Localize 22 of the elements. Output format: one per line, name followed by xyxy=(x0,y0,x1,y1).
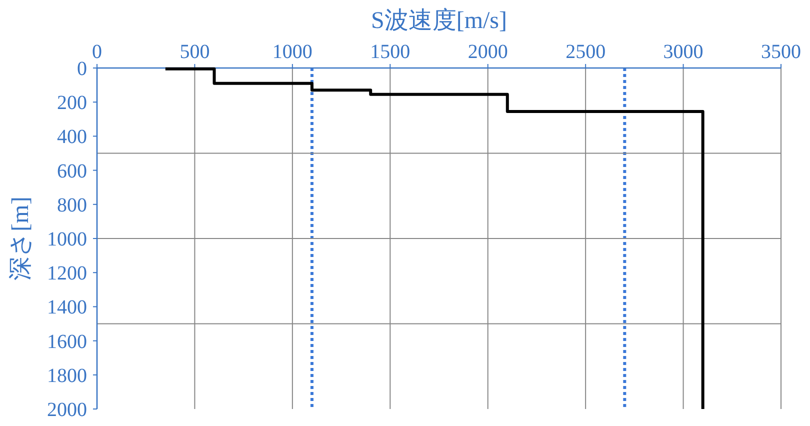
y-tick-label: 200 xyxy=(57,92,87,114)
x-axis-title: S波速度[m/s] xyxy=(370,7,508,34)
x-tick-label: 500 xyxy=(180,41,210,63)
y-tick-label: 0 xyxy=(77,58,87,80)
y-tick-label: 1800 xyxy=(47,364,87,387)
y-tick-label: 1600 xyxy=(47,330,87,353)
y-tick-label: 600 xyxy=(57,160,87,182)
x-tick-label: 2500 xyxy=(566,41,606,63)
y-tick-label: 2000 xyxy=(47,399,87,421)
line-series xyxy=(164,67,704,410)
x-tick-label: 1000 xyxy=(272,41,312,63)
x-tick-label: 0 xyxy=(92,41,102,63)
x-tick-label: 2000 xyxy=(468,41,508,63)
y-tick-label: 800 xyxy=(57,194,87,216)
y-tick-label: 1200 xyxy=(47,262,87,285)
x-tick-label: 3500 xyxy=(761,41,801,63)
x-tick-label: 1500 xyxy=(370,41,410,63)
y-axis-title: 深さ[m] xyxy=(8,196,34,280)
y-tick-label: 400 xyxy=(57,126,87,148)
y-tick-label: 1400 xyxy=(47,296,87,319)
x-tick-label: 3000 xyxy=(663,41,704,63)
y-tick-label: 1000 xyxy=(47,228,87,250)
